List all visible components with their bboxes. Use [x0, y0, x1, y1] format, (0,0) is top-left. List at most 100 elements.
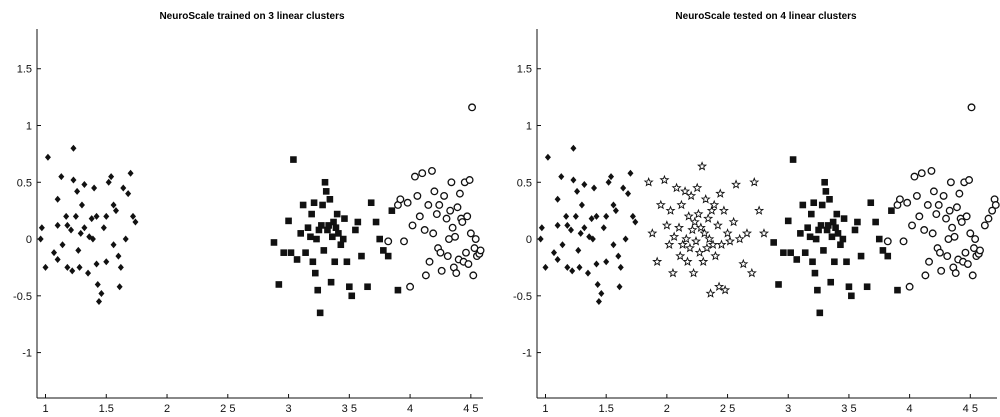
- star-point: [686, 190, 697, 201]
- diamond-point: [594, 280, 601, 288]
- diamond-point: [127, 169, 134, 177]
- diamond-point: [72, 212, 79, 220]
- circle-point: [945, 206, 954, 215]
- star-point: [669, 231, 680, 242]
- star-point: [746, 267, 757, 278]
- square-point: [867, 199, 875, 207]
- diamond-point: [75, 246, 82, 254]
- circle-point: [991, 201, 1000, 209]
- square-point: [879, 247, 887, 254]
- square-point: [339, 235, 347, 243]
- star-point: [680, 186, 691, 196]
- circle-point: [927, 166, 936, 175]
- square-point: [815, 226, 822, 234]
- square-point: [827, 278, 835, 286]
- circle-point: [384, 237, 393, 246]
- square-cluster: [770, 156, 901, 317]
- diamond-point: [572, 212, 579, 220]
- diamond-point: [588, 215, 595, 223]
- star-point: [655, 199, 666, 210]
- circle-point: [971, 235, 980, 243]
- circle-point: [963, 260, 972, 268]
- star-point: [692, 182, 703, 193]
- x-tick-label: 3 5: [841, 403, 856, 415]
- diamond-point: [54, 195, 61, 203]
- circle-point: [950, 232, 959, 241]
- square-point: [321, 178, 329, 186]
- square-point: [817, 222, 825, 229]
- square-point: [780, 249, 787, 256]
- square-point: [318, 222, 325, 229]
- square-point: [380, 247, 387, 254]
- diamond-point: [581, 181, 588, 189]
- circle-point: [425, 257, 434, 266]
- square-point: [325, 222, 332, 229]
- square-point: [354, 218, 362, 226]
- diamond-point: [89, 235, 96, 243]
- star-point: [754, 205, 765, 215]
- square-point: [822, 188, 830, 195]
- square-point: [797, 230, 804, 237]
- star-point: [734, 233, 745, 244]
- square-point: [311, 269, 319, 277]
- square-point: [335, 230, 342, 237]
- left-scatter-chart: NeuroScale trained on 3 linear clusters 1…: [13, 11, 485, 415]
- x-tick-label: 3 5: [342, 403, 357, 415]
- square-point: [326, 196, 334, 203]
- circle-point: [429, 229, 438, 238]
- square-point: [804, 224, 811, 231]
- star-point: [671, 182, 682, 193]
- star-point: [699, 228, 710, 238]
- star-point: [712, 220, 723, 230]
- circle-point: [443, 252, 452, 261]
- y-tick-label: -0.5: [513, 291, 532, 303]
- square-point: [322, 188, 330, 195]
- square-point: [331, 258, 339, 266]
- diamond-cluster: [537, 144, 639, 305]
- diamond-point: [37, 235, 44, 243]
- square-point: [285, 217, 292, 225]
- diamond-point: [593, 212, 600, 220]
- square-point: [823, 226, 831, 234]
- square-point: [837, 241, 844, 249]
- circle-point: [962, 212, 971, 221]
- circle-point: [968, 271, 977, 280]
- star-point: [687, 224, 698, 235]
- circle-point: [903, 198, 912, 207]
- square-point: [341, 215, 348, 222]
- square-point: [327, 278, 335, 286]
- circle-point: [915, 212, 924, 221]
- circle-point: [921, 271, 930, 280]
- diamond-point: [570, 176, 577, 184]
- square-point: [854, 218, 861, 226]
- diamond-point: [615, 252, 622, 260]
- diamond-point: [54, 221, 61, 229]
- circle-point: [406, 282, 415, 291]
- circle-point: [929, 187, 938, 196]
- circle-point: [925, 257, 933, 266]
- circle-point: [920, 226, 929, 234]
- x-tick-label: 2: [664, 403, 670, 415]
- star-point: [673, 222, 685, 232]
- x-tick-label: 1: [542, 403, 548, 415]
- diamond-point: [68, 226, 75, 234]
- circle-point: [400, 237, 408, 246]
- diamond-point: [629, 212, 636, 220]
- diamond-point: [617, 263, 624, 271]
- circle-point: [899, 237, 908, 246]
- circle-point: [413, 191, 422, 200]
- square-point: [307, 233, 314, 241]
- diamond-point: [591, 184, 598, 192]
- star-point: [683, 211, 694, 221]
- diamond-point: [550, 249, 557, 257]
- diamond-point: [115, 252, 122, 260]
- square-cluster: [270, 156, 402, 317]
- diamond-cluster: [37, 144, 139, 305]
- square-point: [839, 235, 847, 243]
- diamond-point: [570, 144, 577, 152]
- y-tick-label: 1.5: [17, 64, 32, 76]
- star-point: [643, 177, 654, 187]
- square-point: [329, 233, 336, 241]
- square-point: [332, 224, 340, 231]
- diamond-point: [54, 255, 61, 263]
